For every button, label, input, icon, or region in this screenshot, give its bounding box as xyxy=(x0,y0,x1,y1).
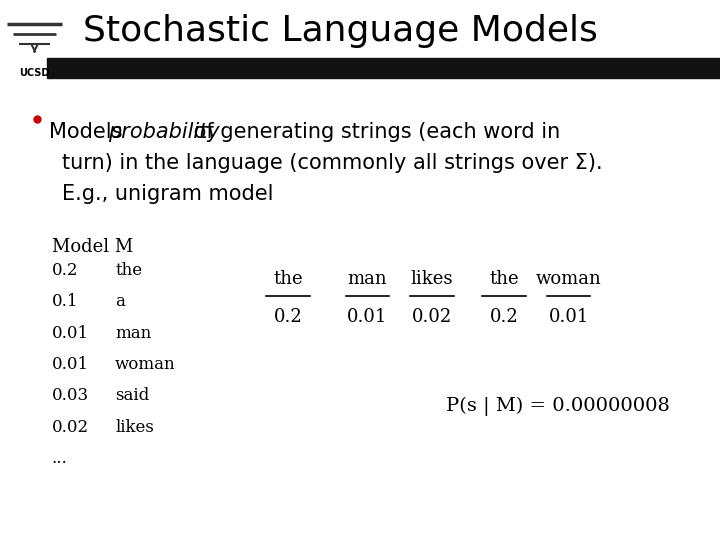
Text: 0.01: 0.01 xyxy=(52,325,89,341)
Text: 0.2: 0.2 xyxy=(52,262,78,279)
Text: likes: likes xyxy=(115,418,154,435)
Text: Stochastic Language Models: Stochastic Language Models xyxy=(83,14,598,48)
Text: Models: Models xyxy=(49,122,129,141)
Text: the: the xyxy=(115,262,143,279)
Text: 0.02: 0.02 xyxy=(52,418,89,435)
Text: 0.01: 0.01 xyxy=(347,308,387,326)
Text: P(s | M) = 0.00000008: P(s | M) = 0.00000008 xyxy=(446,397,670,416)
Text: the: the xyxy=(273,270,303,288)
Text: the: the xyxy=(489,270,519,288)
Text: probability: probability xyxy=(108,122,220,141)
Text: woman: woman xyxy=(115,356,176,373)
Text: 0.2: 0.2 xyxy=(490,308,518,326)
Text: 0.01: 0.01 xyxy=(549,308,589,326)
Text: UCSD: UCSD xyxy=(19,68,50,78)
Text: man: man xyxy=(115,325,151,341)
Bar xyxy=(47,58,720,78)
Text: 0.1: 0.1 xyxy=(52,293,78,310)
Text: 0.02: 0.02 xyxy=(412,308,452,326)
Text: E.g., unigram model: E.g., unigram model xyxy=(62,184,274,204)
Text: likes: likes xyxy=(410,270,454,288)
Text: 0.2: 0.2 xyxy=(274,308,302,326)
Text: man: man xyxy=(347,270,387,288)
Text: 0.01: 0.01 xyxy=(52,356,89,373)
Text: woman: woman xyxy=(536,270,602,288)
Text: Model M: Model M xyxy=(52,238,133,255)
Text: ...: ... xyxy=(52,450,68,467)
Text: said: said xyxy=(115,387,150,404)
Text: a: a xyxy=(115,293,125,310)
Text: of generating strings (each word in: of generating strings (each word in xyxy=(187,122,560,141)
Text: turn) in the language (commonly all strings over Σ).: turn) in the language (commonly all stri… xyxy=(62,153,603,173)
Text: 0.03: 0.03 xyxy=(52,387,89,404)
